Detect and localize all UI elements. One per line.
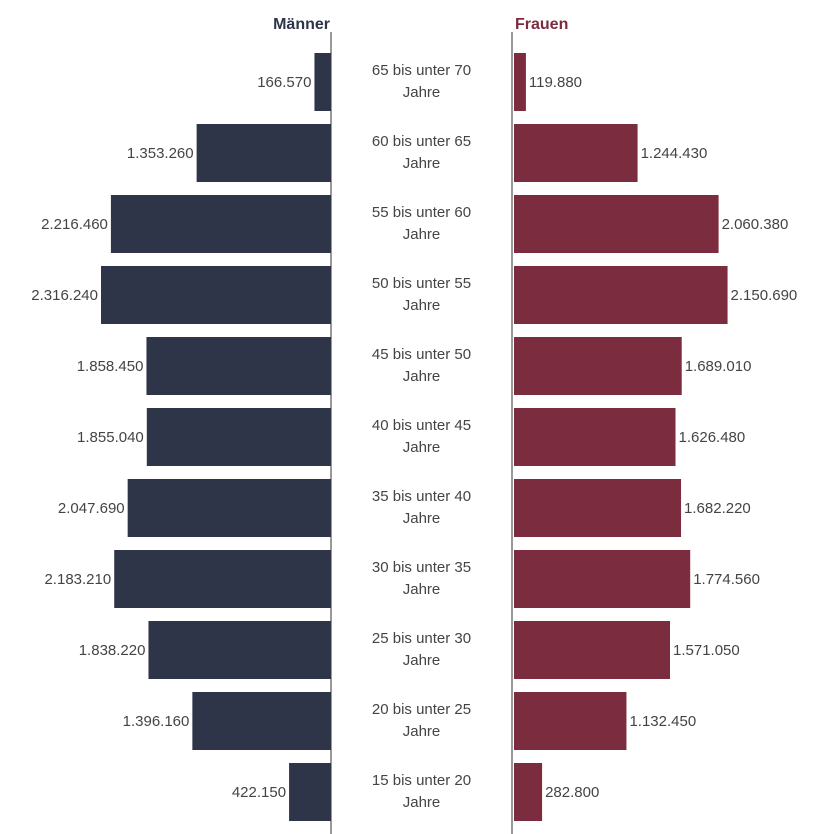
category-label-unit: Jahre bbox=[403, 297, 441, 314]
value-label-frauen: 2.150.690 bbox=[731, 287, 798, 304]
category-label: 50 bis unter 55 bbox=[372, 275, 471, 292]
bar-maenner bbox=[110, 195, 331, 253]
value-label-frauen: 1.689.010 bbox=[685, 358, 752, 375]
value-label-maenner: 1.855.040 bbox=[77, 429, 144, 446]
category-label-unit: Jahre bbox=[403, 226, 441, 243]
category-label-unit: Jahre bbox=[403, 723, 441, 740]
category-label-unit: Jahre bbox=[403, 581, 441, 598]
value-label-maenner: 422.150 bbox=[232, 784, 286, 801]
value-label-maenner: 166.570 bbox=[257, 74, 311, 91]
category-label: 25 bis unter 30 bbox=[372, 630, 471, 647]
bar-frauen bbox=[514, 195, 719, 253]
value-labels-maenner: 166.570 1.353.260 2.216.460 2.316.240 1.858.… bbox=[31, 74, 311, 801]
bar-maenner bbox=[314, 53, 331, 111]
value-label-frauen: 1.132.450 bbox=[629, 713, 696, 730]
value-label-frauen: 1.571.050 bbox=[673, 642, 740, 659]
category-label: 55 bis unter 60 bbox=[372, 204, 471, 221]
category-label: 35 bis unter 40 bbox=[372, 488, 471, 505]
bar-maenner bbox=[192, 692, 331, 750]
series-title-maenner: Männer bbox=[273, 16, 330, 33]
bar-maenner bbox=[146, 337, 331, 395]
category-label-unit: Jahre bbox=[403, 368, 441, 385]
value-label-maenner: 1.838.220 bbox=[79, 642, 146, 659]
bar-maenner bbox=[101, 266, 331, 324]
category-labels: 65 bis unter 70 Jahre 60 bis unter 65 Jahre… bbox=[372, 62, 471, 811]
bar-maenner bbox=[289, 763, 331, 821]
category-label-unit: Jahre bbox=[403, 155, 441, 172]
bar-frauen bbox=[514, 124, 638, 182]
value-label-maenner: 2.183.210 bbox=[44, 571, 111, 588]
bars-maenner bbox=[101, 53, 332, 821]
value-label-frauen: 1.774.560 bbox=[693, 571, 760, 588]
category-label: 40 bis unter 45 bbox=[372, 417, 471, 434]
category-label: 60 bis unter 65 bbox=[372, 133, 471, 150]
value-label-maenner: 2.316.240 bbox=[31, 287, 98, 304]
value-label-frauen: 119.880 bbox=[529, 74, 582, 91]
bar-frauen bbox=[514, 621, 671, 679]
value-label-maenner: 2.216.460 bbox=[41, 216, 108, 233]
bar-maenner bbox=[127, 479, 331, 537]
bars-frauen bbox=[514, 53, 728, 821]
bar-maenner bbox=[114, 550, 332, 608]
value-label-maenner: 1.858.450 bbox=[77, 358, 144, 375]
category-label-unit: Jahre bbox=[403, 510, 441, 527]
value-labels-frauen: 119.880 1.244.430 2.060.380 2.150.690 1.689.… bbox=[529, 74, 797, 801]
series-title-frauen: Frauen bbox=[515, 16, 568, 33]
bar-maenner bbox=[196, 124, 331, 182]
bar-frauen bbox=[514, 479, 682, 537]
value-label-maenner: 1.396.160 bbox=[123, 713, 190, 730]
value-label-frauen: 1.244.430 bbox=[641, 145, 708, 162]
category-label: 15 bis unter 20 bbox=[372, 772, 471, 789]
bar-frauen bbox=[514, 266, 728, 324]
category-label-unit: Jahre bbox=[403, 84, 441, 101]
category-label: 45 bis unter 50 bbox=[372, 346, 471, 363]
bar-maenner bbox=[146, 408, 331, 466]
category-label: 65 bis unter 70 bbox=[372, 62, 471, 79]
value-label-frauen: 1.682.220 bbox=[684, 500, 751, 517]
category-label-unit: Jahre bbox=[403, 652, 441, 669]
value-label-maenner: 1.353.260 bbox=[127, 145, 194, 162]
value-label-maenner: 2.047.690 bbox=[58, 500, 125, 517]
bar-maenner bbox=[148, 621, 331, 679]
bar-frauen bbox=[514, 408, 676, 466]
category-label: 30 bis unter 35 bbox=[372, 559, 471, 576]
bar-frauen bbox=[514, 763, 543, 821]
category-label-unit: Jahre bbox=[403, 794, 441, 811]
bar-frauen bbox=[514, 692, 627, 750]
bar-frauen bbox=[514, 337, 682, 395]
value-label-frauen: 282.800 bbox=[545, 784, 599, 801]
value-label-frauen: 2.060.380 bbox=[722, 216, 789, 233]
value-label-frauen: 1.626.480 bbox=[679, 429, 746, 446]
category-label-unit: Jahre bbox=[403, 439, 441, 456]
category-label: 20 bis unter 25 bbox=[372, 701, 471, 718]
bar-frauen bbox=[514, 53, 526, 111]
bar-frauen bbox=[514, 550, 691, 608]
